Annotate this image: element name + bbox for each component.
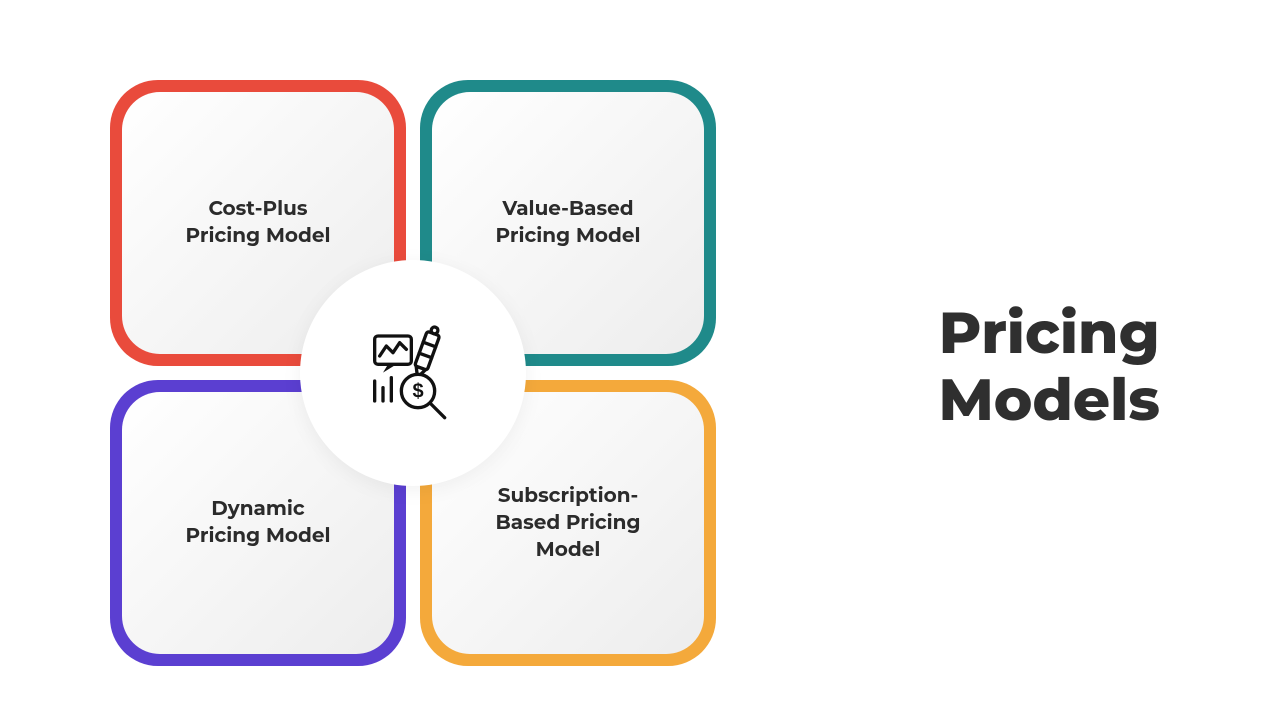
analytics-finance-icon: $ bbox=[363, 321, 463, 426]
page-title: Pricing Models bbox=[938, 300, 1160, 433]
card-label: Value-Based Pricing Model bbox=[495, 196, 640, 250]
card-label: Cost-Plus Pricing Model bbox=[185, 196, 330, 250]
card-label: Subscription- Based Pricing Model bbox=[495, 483, 640, 564]
svg-text:$: $ bbox=[412, 380, 423, 402]
card-label: Dynamic Pricing Model bbox=[185, 496, 330, 550]
slide: Cost-Plus Pricing Model Value-Based Pric… bbox=[0, 0, 1280, 720]
quadrant-grid: Cost-Plus Pricing Model Value-Based Pric… bbox=[110, 80, 720, 670]
center-circle: $ bbox=[300, 260, 526, 486]
